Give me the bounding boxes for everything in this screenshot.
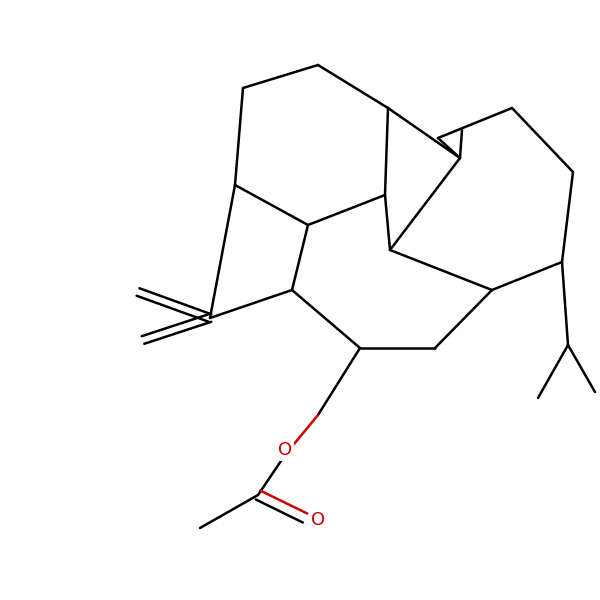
Text: O: O (278, 441, 292, 459)
Text: O: O (311, 511, 325, 529)
